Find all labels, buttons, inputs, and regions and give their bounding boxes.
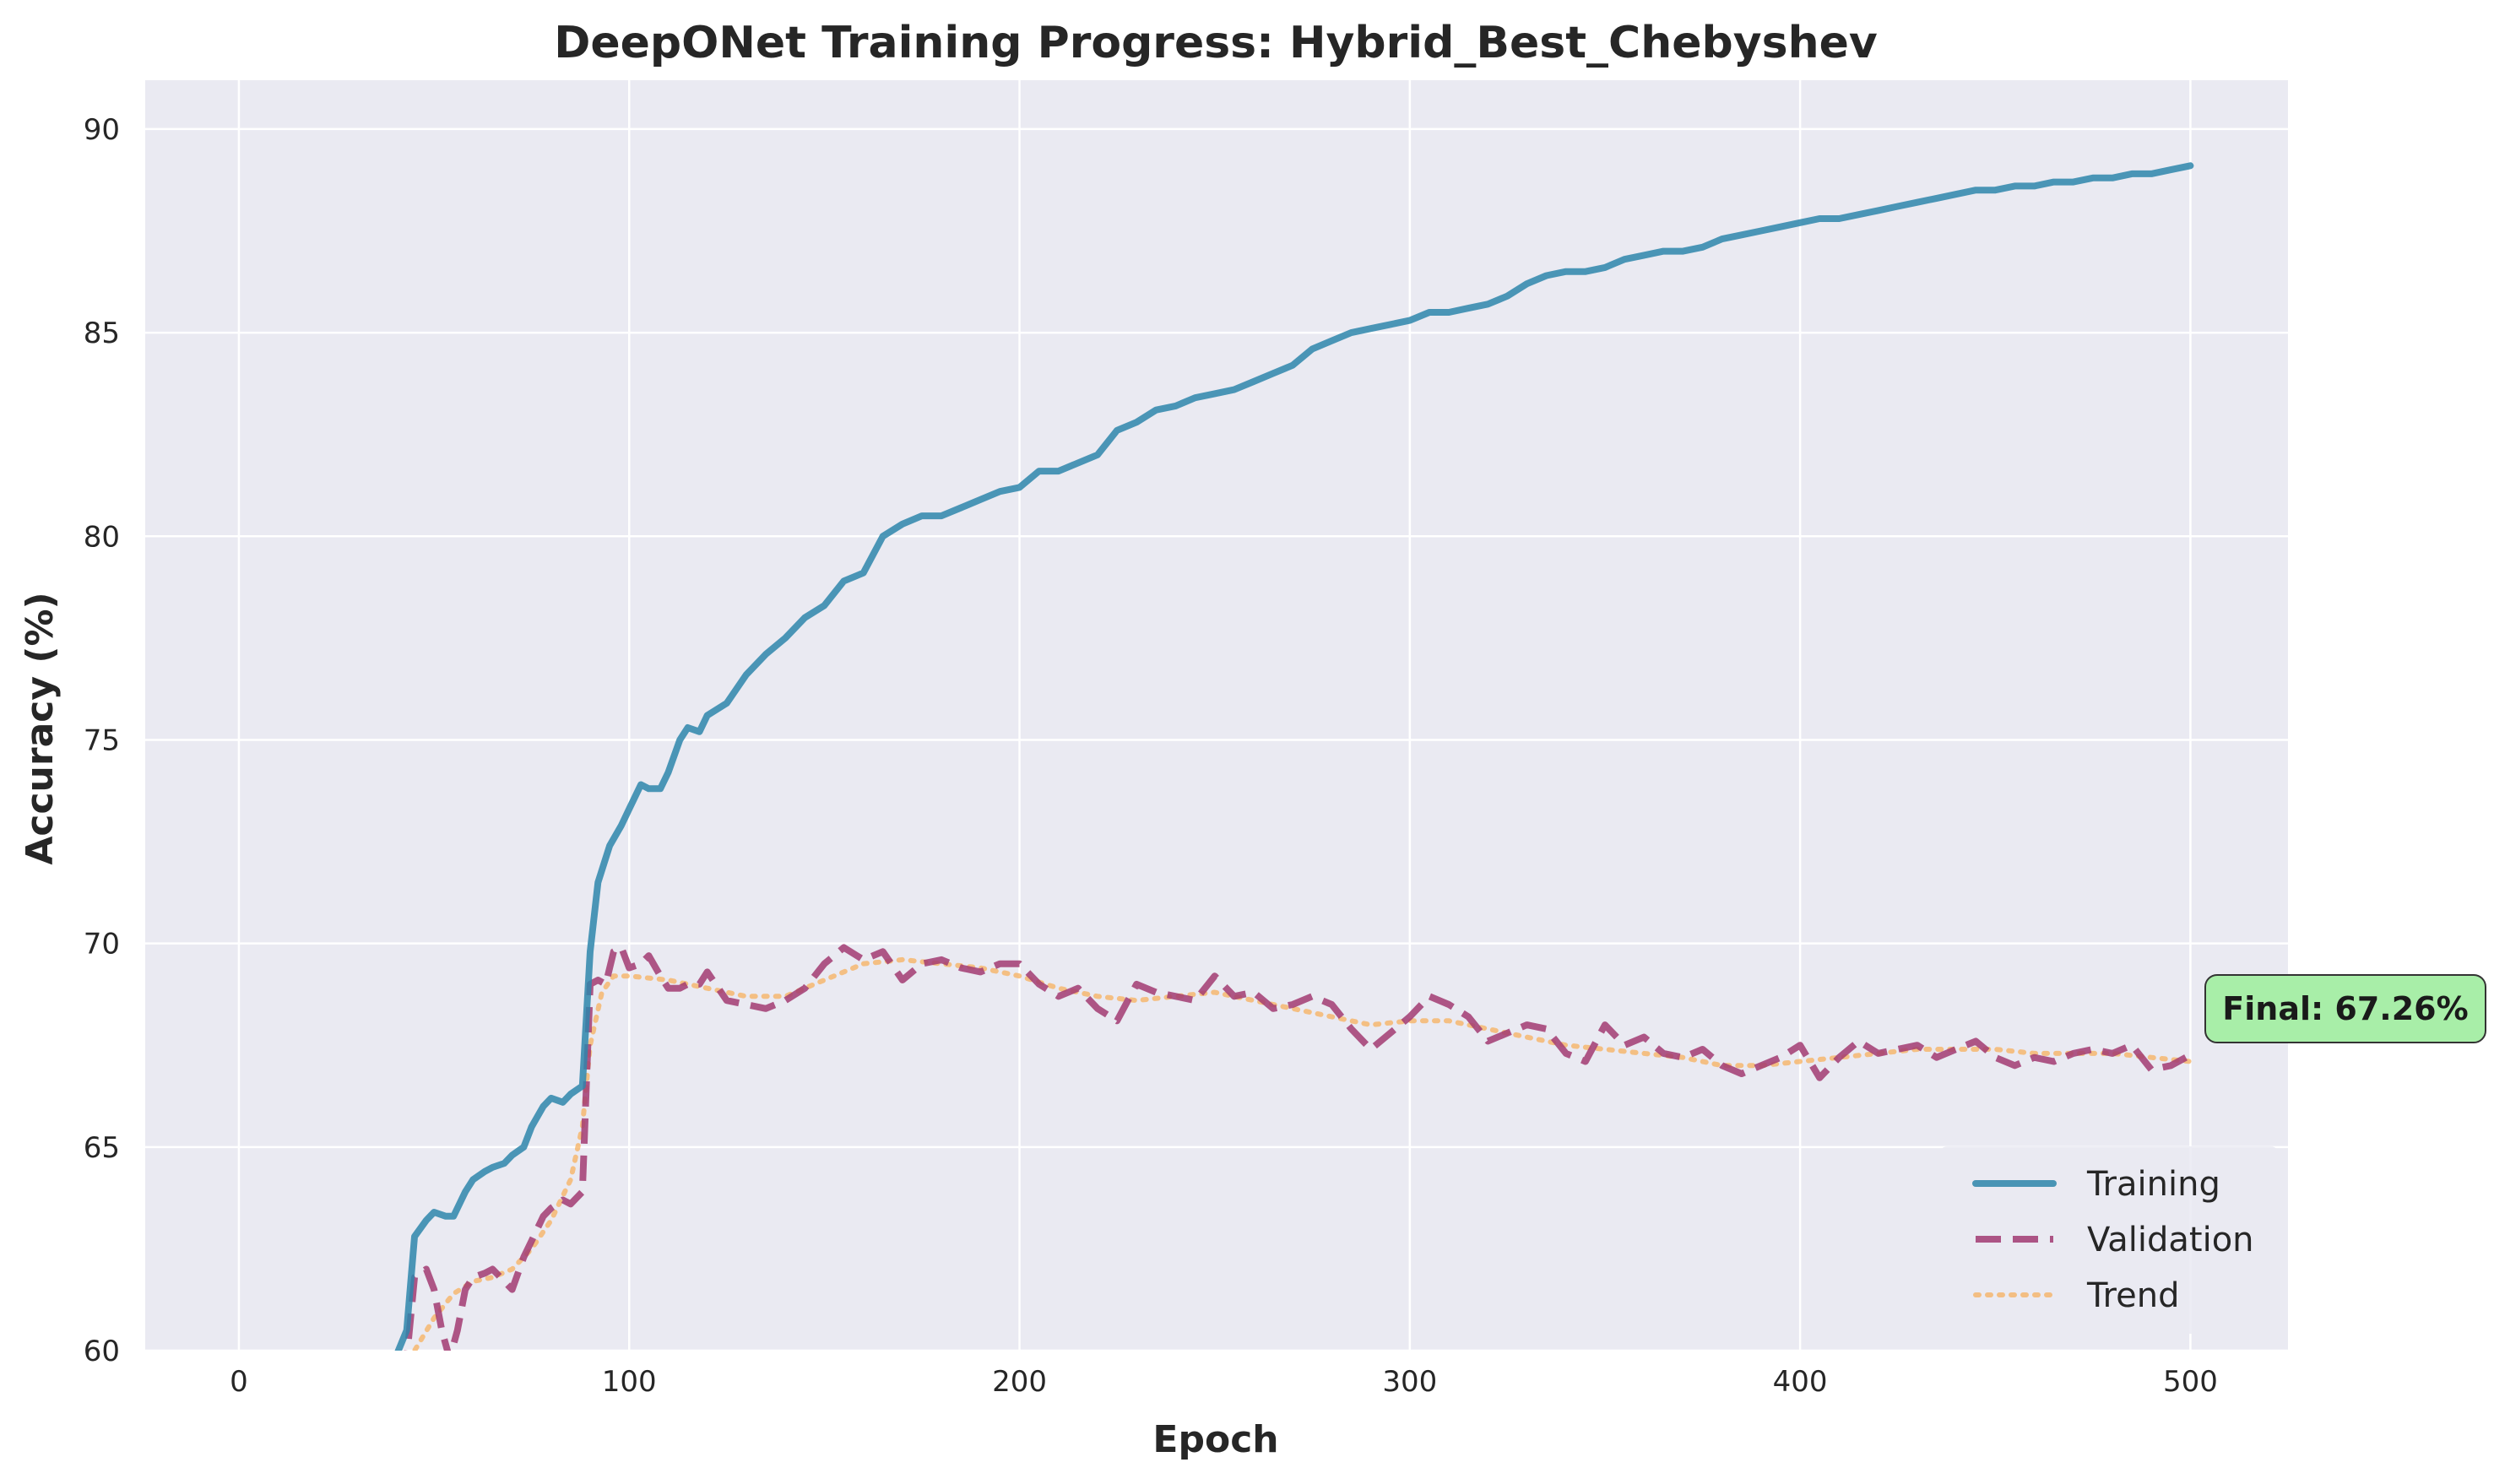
plot-area bbox=[145, 80, 2288, 1351]
y-tick-label: 80 bbox=[84, 520, 120, 554]
legend-label-trend: Trend bbox=[2086, 1276, 2179, 1315]
x-tick-label: 400 bbox=[1773, 1365, 1828, 1399]
series-layer bbox=[394, 162, 2194, 1351]
y-tick-label: 85 bbox=[84, 317, 120, 350]
legend-label-validation: Validation bbox=[2087, 1221, 2254, 1259]
x-tick-label: 500 bbox=[2163, 1365, 2218, 1399]
final-annotation: Final: 67.26% bbox=[2204, 974, 2486, 1043]
tick-labels: 0 100 200 300 400 500 60 65 70 75 80 85 90 bbox=[84, 113, 2218, 1399]
x-tick-label: 100 bbox=[602, 1365, 657, 1399]
series-line-validation bbox=[404, 944, 2193, 1351]
y-tick-label: 75 bbox=[84, 723, 120, 757]
series-line-trend bbox=[411, 956, 2193, 1351]
y-tick-label: 60 bbox=[84, 1335, 120, 1368]
final-annotation-text: Final: 67.26% bbox=[2222, 990, 2468, 1027]
legend-item-training: Training bbox=[1972, 1165, 2220, 1204]
chart-title: DeepONet Training Progress: Hybrid_Best_… bbox=[554, 18, 1878, 68]
y-tick-label: 65 bbox=[84, 1131, 120, 1165]
series-line-training bbox=[394, 162, 2194, 1351]
y-axis-title: Accuracy (%) bbox=[19, 592, 62, 864]
final-annotation-box bbox=[2204, 974, 2486, 1043]
x-axis-title: Epoch bbox=[1152, 1418, 1278, 1461]
x-tick-label: 200 bbox=[992, 1365, 1047, 1399]
x-tick-label: 300 bbox=[1382, 1365, 1437, 1399]
legend-label-training: Training bbox=[2086, 1165, 2220, 1204]
y-tick-label: 90 bbox=[84, 113, 120, 147]
legend-item-validation: Validation bbox=[1976, 1221, 2254, 1259]
legend-item-trend: Trend bbox=[1973, 1276, 2179, 1315]
grid bbox=[145, 80, 2288, 1352]
x-tick-label: 0 bbox=[230, 1365, 248, 1399]
legend-box bbox=[1940, 1146, 2278, 1334]
legend: Training Validation Trend bbox=[1940, 1146, 2278, 1334]
y-tick-label: 70 bbox=[84, 928, 120, 961]
